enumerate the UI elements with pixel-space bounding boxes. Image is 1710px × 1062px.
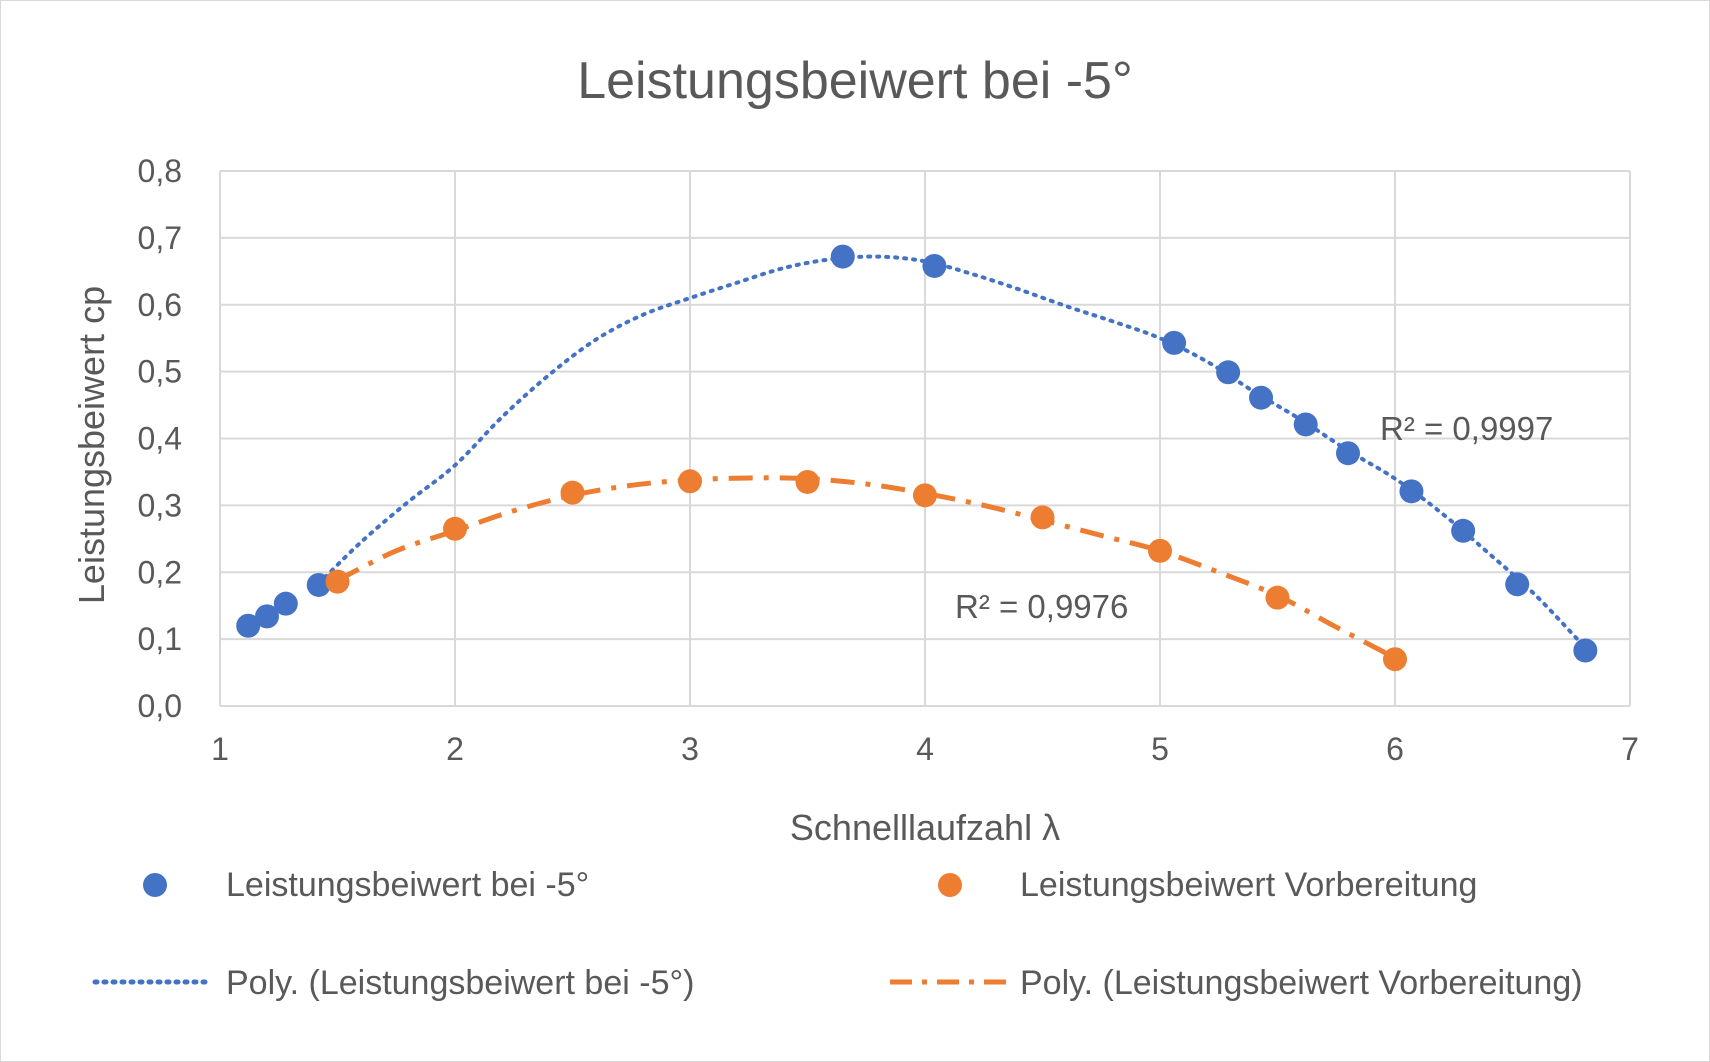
- x-tick-label: 5: [1151, 731, 1169, 767]
- data-points: [236, 244, 1598, 672]
- y-tick-label: 0,2: [138, 554, 182, 590]
- legend-label-trend-1: Poly. (Leistungsbeiwert bei -5°): [226, 964, 694, 1002]
- y-tick-label: 0,8: [138, 153, 182, 189]
- legend-item-trend-1: Poly. (Leistungsbeiwert bei -5°): [92, 964, 694, 1002]
- x-axis-title: Schnelllaufzahl λ: [790, 807, 1060, 848]
- data-point-series-2: [325, 569, 350, 594]
- data-point-series-1: [273, 591, 298, 616]
- data-point-series-2: [560, 480, 585, 505]
- data-point-series-2: [443, 516, 467, 541]
- x-tick-label: 1: [211, 731, 229, 767]
- x-tick-label: 3: [681, 731, 699, 767]
- x-tick-label: 7: [1621, 731, 1639, 767]
- data-point-series-1: [306, 572, 331, 597]
- data-point-series-2: [1383, 647, 1407, 672]
- y-tick-label: 0,6: [138, 287, 182, 323]
- y-tick-label: 0,1: [138, 621, 182, 657]
- data-point-series-1: [1162, 330, 1187, 355]
- data-point-series-2: [678, 469, 702, 494]
- x-tick-label: 6: [1386, 731, 1404, 767]
- data-point-series-1: [1451, 518, 1476, 543]
- x-tick-label: 2: [446, 731, 464, 767]
- data-point-series-1: [1216, 360, 1241, 385]
- data-point-series-2: [913, 483, 937, 508]
- y-tick-label: 0,4: [138, 421, 182, 457]
- legend-marker-series-2: [938, 873, 962, 897]
- data-point-series-1: [255, 604, 279, 629]
- r2-label-series-2: R² = 0,9976: [955, 588, 1128, 625]
- data-point-series-2: [1265, 585, 1290, 610]
- legend-label-trend-2: Poly. (Leistungsbeiwert Vorbereitung): [1020, 964, 1583, 1002]
- y-tick-label: 0,0: [138, 688, 182, 724]
- y-tick-label: 0,7: [138, 220, 182, 256]
- data-point-series-1: [1573, 638, 1598, 663]
- axis-ticks: 0,0 0,1 0,2 0,3 0,4 0,5 0,6 0,7 0,8 1 2 3 4 5 6 7: [138, 153, 1639, 767]
- x-tick-label: 4: [916, 731, 934, 767]
- chart-title: Leistungsbeiwert bei -5°: [577, 52, 1133, 110]
- legend-label-series-2: Leistungsbeiwert Vorbereitung: [1020, 866, 1477, 904]
- data-point-series-1: [830, 244, 855, 269]
- data-point-series-1: [236, 613, 261, 638]
- legend-item-series-2: Leistungsbeiwert Vorbereitung: [938, 866, 1477, 904]
- grid: [219, 170, 1631, 707]
- data-point-series-1: [1399, 479, 1424, 504]
- data-point-series-2: [1030, 505, 1055, 530]
- r2-label-series-1: R² = 0,9997: [1380, 410, 1553, 447]
- data-point-series-1: [922, 253, 947, 278]
- legend-item-trend-2: Poly. (Leistungsbeiwert Vorbereitung): [890, 964, 1583, 1002]
- data-point-series-2: [795, 469, 820, 494]
- data-point-series-1: [1505, 572, 1530, 597]
- y-axis-title: Leistungsbeiwert cp: [71, 286, 112, 604]
- legend-marker-series-1: [143, 873, 167, 897]
- data-point-series-1: [1249, 385, 1274, 410]
- legend-label-series-1: Leistungsbeiwert bei -5°: [226, 866, 589, 904]
- trendline-1: [316, 254, 1588, 650]
- trendlines: [316, 254, 1588, 661]
- legend-item-series-1: Leistungsbeiwert bei -5°: [143, 866, 589, 904]
- data-point-series-1: [1336, 441, 1360, 466]
- y-tick-label: 0,3: [138, 487, 182, 523]
- legend: Leistungsbeiwert bei -5° Leistungsbeiwer…: [92, 866, 1583, 1002]
- trendline-2: [336, 475, 1397, 661]
- data-point-series-2: [1148, 538, 1172, 563]
- y-tick-label: 0,5: [138, 354, 182, 390]
- data-point-series-1: [1293, 412, 1318, 437]
